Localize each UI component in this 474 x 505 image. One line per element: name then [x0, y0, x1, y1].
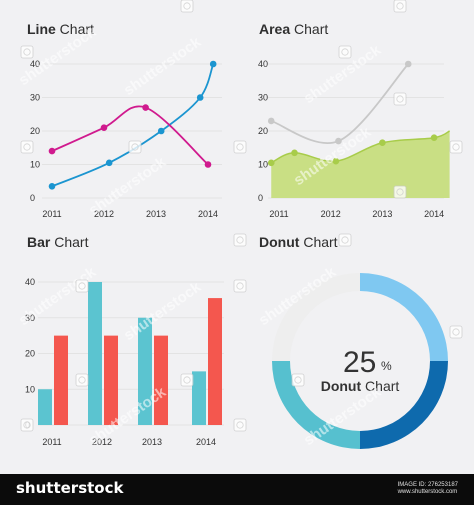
- y-tick-label: 40: [25, 277, 35, 287]
- footer-brand: shutterstock: [16, 479, 124, 497]
- area-gray-point: [404, 60, 412, 68]
- y-tick-label: 20: [30, 126, 40, 136]
- y-tick-label: 10: [30, 160, 40, 170]
- camera-aperture-icon: [128, 140, 142, 154]
- x-tick-label: 2011: [269, 209, 288, 219]
- camera-aperture-icon: [180, 373, 194, 387]
- y-tick-label: 30: [30, 93, 40, 103]
- bar-series-2: [154, 335, 168, 425]
- camera-aperture-icon: [233, 279, 247, 293]
- x-tick-label: 2014: [196, 437, 216, 447]
- camera-aperture-icon: [233, 233, 247, 247]
- camera-aperture-icon: [180, 0, 194, 13]
- y-tick-label: 40: [258, 59, 268, 69]
- bar-chart-title: Bar Chart: [27, 234, 89, 250]
- x-tick-label: 2011: [42, 437, 61, 447]
- x-tick-label: 2012: [94, 209, 114, 219]
- x-tick-label: 2012: [321, 209, 341, 219]
- donut-chart: Donut Chart 25 % Donut Chart: [259, 234, 448, 449]
- donut-center-value: 25: [343, 346, 376, 379]
- area-point: [430, 134, 438, 141]
- camera-aperture-icon: [393, 92, 407, 106]
- line-point: [105, 159, 113, 167]
- bar-series-2: [104, 335, 118, 425]
- camera-aperture-icon: [20, 140, 34, 154]
- camera-aperture-icon: [233, 418, 247, 432]
- camera-aperture-icon: [75, 279, 89, 293]
- x-tick-label: 2013: [372, 209, 392, 219]
- camera-aperture-icon: [449, 325, 463, 339]
- camera-aperture-icon: [291, 373, 305, 387]
- line-point: [204, 161, 212, 168]
- line-series-2: [51, 105, 209, 166]
- line-point: [48, 147, 56, 155]
- y-tick-label: 10: [25, 384, 35, 394]
- bar-series-2: [208, 298, 222, 425]
- line-chart-title: Line Chart: [27, 21, 94, 37]
- donut-hole: [290, 291, 430, 431]
- donut-slice-1: [360, 273, 448, 361]
- footer-bar: shutterstock IMAGE ID: 276253187 www.shu…: [0, 474, 474, 505]
- line-chart: Line Chart 0 10 20 30 40 2011 2012 2013 2014: [27, 21, 222, 219]
- line-point: [196, 94, 204, 101]
- bar-series-1: [88, 282, 102, 425]
- area-chart-title: Area Chart: [259, 21, 328, 37]
- camera-aperture-icon: [338, 233, 352, 247]
- footer-meta: IMAGE ID: 276253187 www.shutterstock.com: [398, 482, 458, 496]
- y-tick-label: 40: [30, 59, 40, 69]
- line-point: [100, 124, 108, 131]
- bar-series-1: [138, 317, 152, 425]
- x-tick-label: 2012: [92, 437, 112, 447]
- donut-slice-4: [272, 273, 360, 361]
- line-point: [209, 60, 217, 68]
- donut-slice-3: [272, 361, 360, 449]
- x-tick-label: 2013: [142, 437, 162, 447]
- bar-series-2: [54, 335, 68, 425]
- line-point: [48, 182, 56, 190]
- donut-center-unit: %: [381, 359, 392, 373]
- camera-aperture-icon: [393, 0, 407, 13]
- y-tick-label: 0: [30, 193, 35, 203]
- y-tick-label: 20: [25, 349, 35, 359]
- camera-aperture-icon: [393, 185, 407, 199]
- bar-series-1: [38, 389, 52, 425]
- donut-chart-title: Donut Chart: [259, 234, 338, 250]
- camera-aperture-icon: [20, 418, 34, 432]
- infographic-canvas: Line Chart 0 10 20 30 40 2011 2012 2013 2014 Ar…: [0, 0, 474, 474]
- x-tick-label: 2014: [424, 209, 444, 219]
- area-gray-point: [267, 117, 275, 125]
- area-point: [291, 149, 298, 157]
- area-gray-point: [335, 137, 342, 145]
- area-point: [332, 157, 340, 165]
- camera-aperture-icon: [233, 140, 247, 154]
- y-tick-label: 10: [258, 160, 268, 170]
- y-tick-label: 30: [258, 93, 268, 103]
- footer-image-id: IMAGE ID: 276253187: [397, 482, 458, 488]
- footer-url: www.shutterstock.com: [397, 489, 458, 495]
- camera-aperture-icon: [75, 373, 89, 387]
- donut-center-label: Donut Chart: [321, 378, 400, 394]
- y-tick-label: 0: [258, 193, 263, 203]
- area-point: [267, 159, 275, 167]
- y-tick-label: 20: [258, 126, 268, 136]
- area-fill: [271, 131, 450, 198]
- camera-aperture-icon: [449, 140, 463, 154]
- donut-slice-2: [360, 361, 448, 449]
- x-tick-label: 2011: [42, 209, 61, 219]
- x-tick-label: 2013: [146, 209, 166, 219]
- camera-aperture-icon: [338, 45, 352, 59]
- camera-aperture-icon: [20, 45, 34, 59]
- x-tick-label: 2014: [198, 209, 218, 219]
- area-point: [379, 139, 386, 147]
- bar-series-1: [192, 371, 206, 425]
- y-tick-label: 30: [25, 313, 35, 323]
- area-chart: Area Chart 0 10 20 30 40 2011 2012 2013 2014: [258, 21, 450, 219]
- line-point: [157, 127, 165, 135]
- line-point: [142, 104, 149, 111]
